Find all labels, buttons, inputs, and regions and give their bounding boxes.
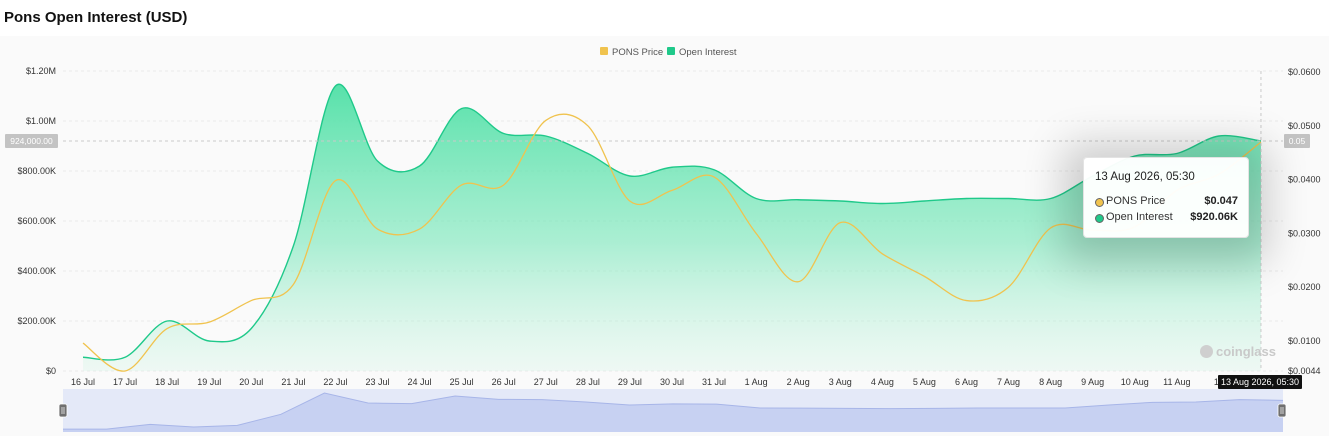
watermark-text: coinglass: [1216, 344, 1276, 359]
price-dot-icon: [1095, 198, 1104, 207]
x-axis-tick-label: 6 Aug: [955, 377, 978, 387]
x-axis-tick-label: 2 Aug: [787, 377, 810, 387]
x-axis-tick-label: 23 Jul: [365, 377, 389, 387]
tooltip-value: $920.06K: [1190, 211, 1238, 223]
tooltip: 13 Aug 2026, 05:30 PONS Price $0.047 Ope…: [1083, 157, 1249, 238]
x-axis-tick-label: 19 Jul: [197, 377, 221, 387]
x-axis-tick-label: 10 Aug: [1121, 377, 1149, 387]
x-axis-tick-label: 29 Jul: [618, 377, 642, 387]
crosshair-right-label-bg: [1284, 133, 1310, 148]
tooltip-row-oi: Open Interest $920.06K: [1095, 211, 1238, 225]
x-axis-tick-label: 30 Jul: [660, 377, 684, 387]
right-axis-tick-label: $0.0300: [1288, 228, 1321, 238]
left-axis-tick-label: $800.00K: [17, 166, 56, 176]
right-axis-tick-label: $0.0400: [1288, 175, 1321, 185]
tooltip-title: 13 Aug 2026, 05:30: [1095, 171, 1195, 183]
crosshair-x-label-bg: [1218, 375, 1302, 389]
axes: $0 $200.00K $400.00K $600.00K $800.00K $1.00M…: [17, 66, 1320, 387]
pons-price-line: [82, 113, 1262, 372]
x-axis-tick-label: 8 Aug: [1039, 377, 1062, 387]
right-axis-tick-label: $0.0600: [1288, 67, 1321, 77]
coinglass-logo-icon: [1200, 345, 1213, 358]
navigator-left-handle[interactable]: [58, 403, 68, 418]
tooltip-value: $0.047: [1204, 195, 1238, 207]
open-interest-line: [82, 83, 1262, 361]
right-axis-tick-label: $0.0200: [1288, 282, 1321, 292]
left-axis-tick-label: $1.20M: [26, 66, 56, 76]
oi-dot-icon: [1095, 214, 1104, 223]
page-title: Pons Open Interest (USD): [4, 9, 188, 26]
legend: PONS Price Open Interest: [600, 47, 737, 58]
x-axis-tick-label: 25 Jul: [450, 377, 474, 387]
navigator-right-handle[interactable]: [1277, 403, 1287, 418]
left-axis-tick-label: $1.00M: [26, 116, 56, 126]
crosshair: 924,000.00 0.05 13 Aug 2026, 05:30: [5, 71, 1310, 389]
x-axis-tick-label: 1 Aug: [745, 377, 768, 387]
left-axis-tick-label: $0: [46, 366, 56, 376]
legend-label: Open Interest: [679, 47, 737, 58]
left-axis-tick-label: $400.00K: [17, 266, 56, 276]
x-axis-tick-label: 11 Aug: [1163, 377, 1190, 387]
right-axis-tick-label: $0.0044: [1288, 366, 1321, 376]
x-axis-tick-label: 16 Jul: [71, 377, 95, 387]
left-axis-tick-label: $200.00K: [17, 316, 56, 326]
crosshair-left-label: 924,000.00: [10, 136, 53, 146]
coinglass-watermark: coinglass: [1200, 344, 1276, 359]
tooltip-label: Open Interest: [1106, 211, 1173, 223]
x-axis-tick-label: 24 Jul: [408, 377, 432, 387]
x-axis-tick-label: 18 Jul: [155, 377, 179, 387]
legend-label: PONS Price: [612, 47, 663, 58]
x-axis-tick-label: 9 Aug: [1081, 377, 1104, 387]
navigator-line: [63, 392, 1284, 430]
legend-swatch: [600, 47, 608, 55]
x-axis-tick-label: 21 Jul: [281, 377, 305, 387]
x-axis-tick-label: 26 Jul: [492, 377, 516, 387]
x-axis-tick-label: 17 Jul: [113, 377, 137, 387]
crosshair-x-label: 13 Aug 2026, 05:30: [1221, 377, 1299, 387]
navigator-area: [63, 393, 1283, 432]
x-axis-tick-label: 5 Aug: [913, 377, 936, 387]
x-axis-tick-label: 4 Aug: [871, 377, 894, 387]
crosshair-left-label-bg: [5, 133, 58, 148]
right-axis-tick-label: $0.0500: [1288, 121, 1321, 131]
x-axis-tick-label: 31 Jul: [702, 377, 726, 387]
legend-swatch: [667, 47, 675, 55]
left-axis-tick-label: $600.00K: [17, 216, 56, 226]
range-navigator[interactable]: [58, 389, 1287, 432]
x-axis-tick-label: 3 Aug: [829, 377, 852, 387]
tooltip-label: PONS Price: [1106, 195, 1166, 207]
x-axis-tick-label: 7 Aug: [997, 377, 1020, 387]
tooltip-row-price: PONS Price $0.047: [1095, 195, 1238, 209]
right-axis-tick-label: $0.0100: [1288, 336, 1321, 346]
x-axis-tick-label: 28 Jul: [576, 377, 600, 387]
x-axis-tick-label: 22 Jul: [323, 377, 347, 387]
series: [82, 83, 1262, 372]
crosshair-right-label: 0.05: [1289, 136, 1306, 146]
x-axis-tick-label: 27 Jul: [534, 377, 558, 387]
open-interest-area: [83, 84, 1261, 372]
x-axis-tick-label: 20 Jul: [239, 377, 263, 387]
